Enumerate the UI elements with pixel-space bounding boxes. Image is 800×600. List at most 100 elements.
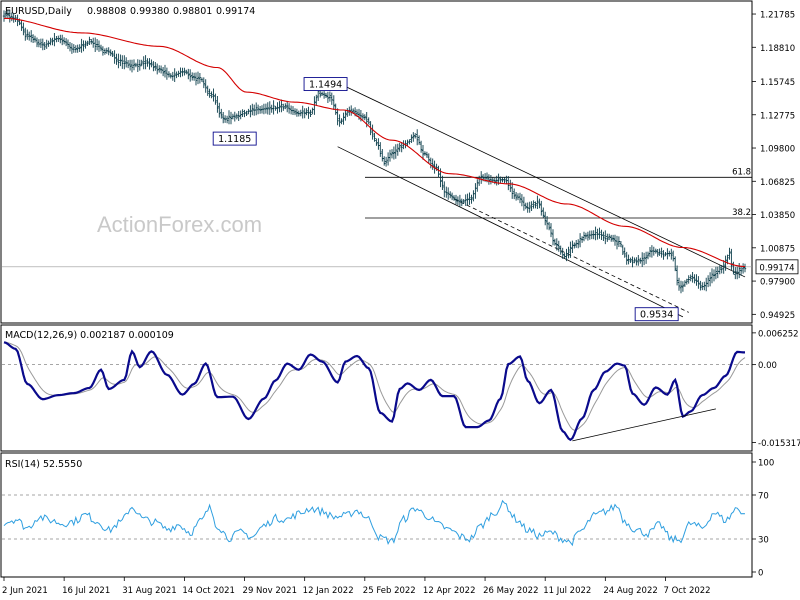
ohlc-bar <box>606 233 609 242</box>
ohlc-bar <box>39 38 43 48</box>
ohlc-bar <box>495 175 498 186</box>
ohlc-bar <box>68 42 72 52</box>
ohlc-bar <box>229 111 233 125</box>
ohlc-bar <box>553 238 557 246</box>
macd-signal-line <box>3 341 746 431</box>
ohlc-bar <box>431 158 434 170</box>
ohlc-bar <box>179 67 182 78</box>
ohlc-bar <box>544 211 547 226</box>
ohlc-bar <box>695 274 698 286</box>
ohlc-bar <box>637 255 640 266</box>
ohlc-bar <box>35 37 39 48</box>
ohlc-bar <box>503 177 506 184</box>
ohlc-bar <box>80 38 83 53</box>
ohlc-bar <box>61 34 64 46</box>
ohlc-bar <box>156 63 159 75</box>
ohlc-bar <box>520 194 524 207</box>
ohlc-bar <box>66 39 70 49</box>
ohlc-bar <box>187 68 190 80</box>
ohlc-bar <box>738 263 741 279</box>
ohlc-bar <box>728 247 731 260</box>
ohlc-bar <box>185 69 188 75</box>
ohlc-bar <box>627 254 630 265</box>
date-tick-label: 25 Feb 2022 <box>363 586 416 596</box>
ohlc-bar <box>388 149 392 162</box>
price-axis: 1.21785 1.18810 1.15745 1.12775 1.09800 1.068… <box>752 11 799 321</box>
ohlc-bar <box>208 88 211 98</box>
ohlc-bar <box>390 149 394 159</box>
ohlc-bar <box>4 11 8 19</box>
ohlc-bar <box>103 48 107 55</box>
rsi-label: RSI(14) 52.5550 <box>5 459 82 470</box>
date-tick-label: 31 Aug 2021 <box>122 586 176 596</box>
ohlc-bar <box>675 265 679 286</box>
ohlc-bar <box>200 77 204 82</box>
ohlc-bar <box>194 72 198 86</box>
price-panel: ActionForex.com EURUSD,Daily 0.98808 0.9… <box>0 0 799 324</box>
ohlc-bar <box>126 60 130 69</box>
ohlc-bar <box>287 103 291 114</box>
ohlc-bar <box>309 109 312 117</box>
ohlc-bar <box>142 56 145 70</box>
ohlc-bar <box>549 223 553 238</box>
ohlc-bar <box>183 67 186 76</box>
last-price-label: 0.99174 <box>759 263 794 273</box>
ohlc-bar <box>551 229 555 246</box>
ohlc-bar <box>86 40 89 46</box>
rsi-line <box>3 499 746 547</box>
ohlc-bar <box>396 143 399 156</box>
ohlc-open: 0.98808 <box>87 6 126 17</box>
ohlc-bar <box>658 248 661 256</box>
price-tick-label: 0.94925 <box>760 311 795 321</box>
ohlc-bar <box>113 50 116 64</box>
date-tick-label: 12 Jan 2022 <box>303 586 354 596</box>
ohlc-bar <box>214 93 217 105</box>
ohlc-bar <box>538 198 541 209</box>
price-tick-label: 1.18810 <box>760 44 795 54</box>
ohlc-bar <box>611 234 615 242</box>
ohlc-bar <box>598 227 601 239</box>
ohlc-bar <box>272 100 275 115</box>
ohlc-bar <box>602 231 605 241</box>
ohlc-bar <box>718 265 721 275</box>
ohlc-bar <box>225 115 229 124</box>
ohlc-bar <box>158 65 161 73</box>
channel-upper-line <box>337 82 746 278</box>
ohlc-bar <box>613 234 617 246</box>
ohlc-bar <box>301 105 304 119</box>
ohlc-bar <box>530 201 533 211</box>
ohlc-bar <box>633 257 636 264</box>
channel-lower-line <box>337 146 684 318</box>
ohlc-bar <box>344 110 347 121</box>
date-tick-label: 2 Jun 2021 <box>2 586 48 596</box>
ohlc-bar <box>674 256 677 272</box>
ohlc-bar <box>681 281 685 292</box>
ohlc-bar <box>255 102 258 116</box>
ohlc-bar <box>322 89 326 99</box>
macd-tick-label: -0.015317 <box>758 439 800 449</box>
ohlc-bar <box>687 275 690 284</box>
date-tick-label: 14 Oct 2021 <box>182 586 235 596</box>
ohlc-bar <box>20 19 23 31</box>
ohlc-bar <box>140 59 143 67</box>
ohlc-bar <box>235 113 238 120</box>
ohlc-bar <box>84 40 87 49</box>
price-tick-label: 1.00875 <box>760 244 795 254</box>
ohlc-bar <box>621 244 624 255</box>
ohlc-bar <box>710 268 714 284</box>
date-tick-label: 7 Oct 2022 <box>663 586 710 596</box>
ohlc-bar <box>30 30 33 43</box>
ohlc-bar <box>291 106 295 115</box>
ohlc-bar <box>561 247 564 259</box>
ohlc-bar <box>584 232 588 240</box>
ohlc-bar <box>324 92 328 98</box>
ohlc-bar <box>631 256 634 268</box>
ohlc-bar <box>724 255 727 271</box>
ohlc-bar <box>514 192 518 201</box>
macd-label: MACD(12,26,9) 0.002187 0.000109 <box>5 330 174 341</box>
ohlc-bar <box>499 176 502 184</box>
ohlc-bar <box>685 278 688 285</box>
ohlc-bar <box>320 91 324 96</box>
ohlc-bar <box>43 42 46 50</box>
ohlc-bar <box>654 248 657 254</box>
